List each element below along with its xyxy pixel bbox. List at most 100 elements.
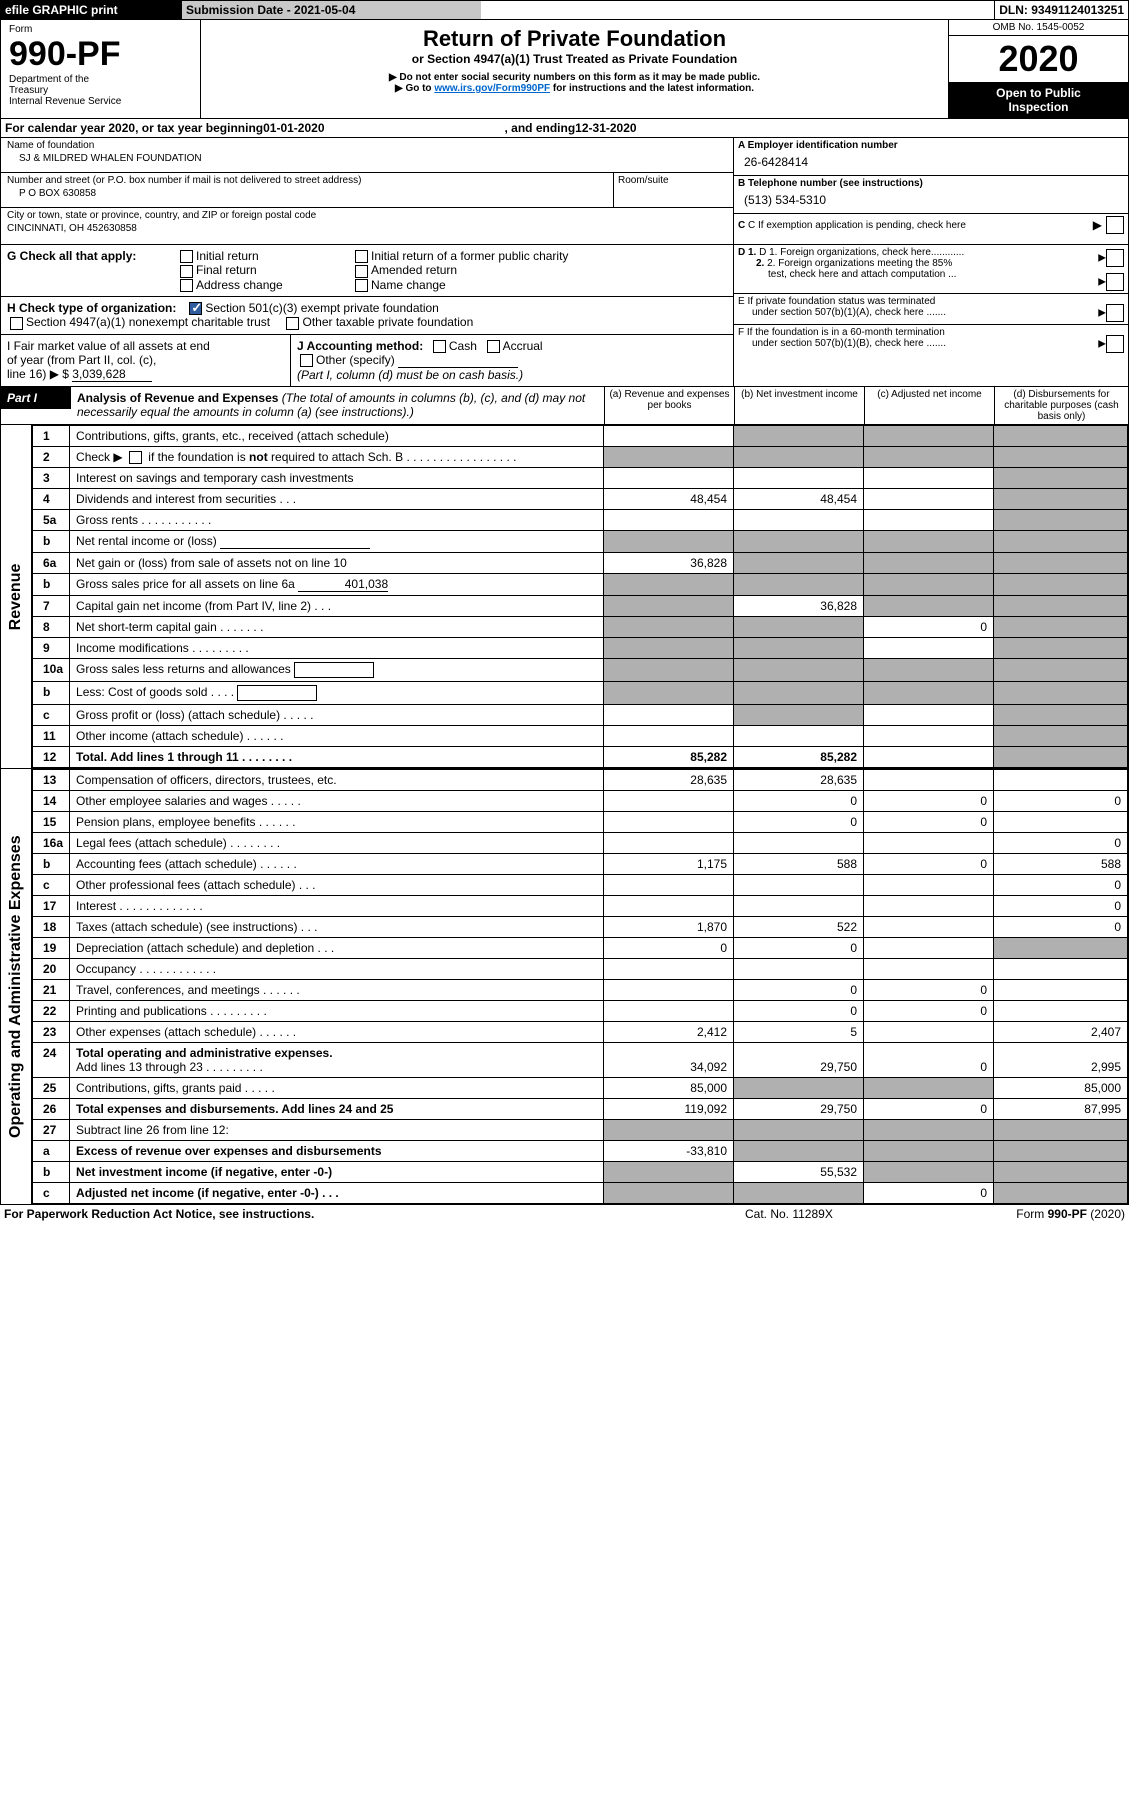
h-4947-check[interactable]: [10, 317, 23, 330]
ein: 26-6428414: [738, 151, 1124, 173]
g-initial-check[interactable]: [180, 250, 193, 263]
line-24: 24Total operating and administrative exp…: [33, 1043, 1128, 1078]
cal-begin: 01-01-2020: [263, 121, 324, 135]
part1-body: Revenue 1Contributions, gifts, grants, e…: [0, 425, 1129, 769]
line-7: 7Capital gain net income (from Part IV, …: [33, 596, 1128, 617]
submission-date: Submission Date - 2021-05-04: [181, 1, 481, 19]
part1-badge: Part I: [1, 387, 71, 409]
irs-link[interactable]: www.irs.gov/Form990PF: [434, 83, 550, 94]
oae-body: Operating and Administrative Expenses 13…: [0, 769, 1129, 1205]
footer-left: For Paperwork Reduction Act Notice, see …: [4, 1207, 745, 1221]
dept-3: Internal Revenue Service: [9, 96, 192, 107]
line-25: 25Contributions, gifts, grants paid . . …: [33, 1078, 1128, 1099]
j-o2: Accrual: [503, 339, 543, 353]
note2-post: for instructions and the latest informat…: [550, 83, 754, 94]
line-22: 22Printing and publications . . . . . . …: [33, 1001, 1128, 1022]
l2-check[interactable]: [129, 451, 142, 464]
line-17: 17Interest . . . . . . . . . . . . .0: [33, 896, 1128, 917]
form-number: 990-PF: [9, 35, 192, 74]
header-note-2: ▶ Go to www.irs.gov/Form990PF for instru…: [207, 83, 942, 94]
room-label: Room/suite: [613, 173, 733, 207]
foundation-name: SJ & MILDRED WHALEN FOUNDATION: [7, 151, 727, 170]
line-19: 19Depreciation (attach schedule) and dep…: [33, 938, 1128, 959]
line-13: 13Compensation of officers, directors, t…: [33, 770, 1128, 791]
j-other-check[interactable]: [300, 354, 313, 367]
phone: (513) 534-5310: [738, 189, 1124, 211]
line-16a: 16aLegal fees (attach schedule) . . . . …: [33, 833, 1128, 854]
j-cash-check[interactable]: [433, 340, 446, 353]
i-l2: of year (from Part II, col. (c),: [7, 353, 284, 367]
e2: under section 507(b)(1)(A), check here .…: [738, 307, 1094, 318]
g-amended-check[interactable]: [355, 265, 368, 278]
calendar-year-row: For calendar year 2020, or tax year begi…: [0, 119, 1129, 138]
ghij-block: G Check all that apply: Initial return F…: [0, 245, 1129, 387]
line-12: 12Total. Add lines 1 through 11 . . . . …: [33, 747, 1128, 768]
d2-check[interactable]: [1106, 273, 1124, 291]
d1: D 1. Foreign organizations, check here..…: [759, 247, 964, 258]
line-23: 23Other expenses (attach schedule) . . .…: [33, 1022, 1128, 1043]
footer-mid: Cat. No. 11289X: [745, 1207, 945, 1221]
col-b-header: (b) Net investment income: [734, 387, 864, 424]
fmv-value: 3,039,628: [72, 367, 152, 382]
col-d-header: (d) Disbursements for charitable purpose…: [994, 387, 1128, 424]
i-l1: I Fair market value of all assets at end: [7, 339, 284, 353]
col-a-header: (a) Revenue and expenses per books: [604, 387, 734, 424]
d1-check[interactable]: [1106, 249, 1124, 267]
b-label: B Telephone number (see instructions): [738, 178, 1124, 189]
g-o5: Amended return: [371, 263, 457, 277]
col-c-header: (c) Adjusted net income: [864, 387, 994, 424]
footer: For Paperwork Reduction Act Notice, see …: [0, 1205, 1129, 1223]
line-9: 9Income modifications . . . . . . . . .: [33, 638, 1128, 659]
h-label: H Check type of organization:: [7, 301, 176, 315]
top-bar: efile GRAPHIC print Submission Date - 20…: [0, 0, 1129, 20]
i-l3: line 16) ▶ $: [7, 367, 69, 381]
line-27c: cAdjusted net income (if negative, enter…: [33, 1183, 1128, 1204]
j-o3: Other (specify): [316, 353, 395, 367]
footer-right: Form 990-PF (2020): [945, 1207, 1125, 1221]
line-10c: cGross profit or (loss) (attach schedule…: [33, 705, 1128, 726]
h-501c3-check[interactable]: [189, 302, 202, 315]
g-final-check[interactable]: [180, 265, 193, 278]
e1: E If private foundation status was termi…: [738, 296, 1094, 307]
part1-header: Part I Analysis of Revenue and Expenses …: [0, 387, 1129, 425]
line-15: 15Pension plans, employee benefits . . .…: [33, 812, 1128, 833]
dept-2: Treasury: [9, 85, 192, 96]
e-check[interactable]: [1106, 304, 1124, 322]
line-16c: cOther professional fees (attach schedul…: [33, 875, 1128, 896]
d2b: test, check here and attach computation …: [738, 269, 1094, 280]
oae-vlabel: Operating and Administrative Expenses: [1, 769, 31, 1204]
h-o1: Section 501(c)(3) exempt private foundat…: [205, 301, 438, 315]
dln: DLN: 93491124013251: [994, 1, 1128, 19]
g-o4: Initial return of a former public charit…: [371, 249, 568, 263]
header-note-1: ▶ Do not enter social security numbers o…: [207, 72, 942, 83]
j-label: J Accounting method:: [297, 339, 423, 353]
h-o3: Other taxable private foundation: [302, 315, 473, 329]
form-title: Return of Private Foundation: [207, 26, 942, 52]
g-former-check[interactable]: [355, 250, 368, 263]
line-27b: bNet investment income (if negative, ent…: [33, 1162, 1128, 1183]
addr: P O BOX 630858: [7, 186, 607, 205]
c-checkbox[interactable]: [1106, 216, 1124, 234]
addr-label: Number and street (or P.O. box number if…: [7, 175, 607, 186]
f2: under section 507(b)(1)(B), check here .…: [738, 338, 1094, 349]
g-addr-check[interactable]: [180, 279, 193, 292]
line-6b: bGross sales price for all assets on lin…: [33, 574, 1128, 596]
dept-1: Department of the: [9, 74, 192, 85]
line-5a: 5aGross rents . . . . . . . . . . .: [33, 510, 1128, 531]
cal-pre: For calendar year 2020, or tax year begi…: [5, 121, 263, 135]
f1: F If the foundation is in a 60-month ter…: [738, 327, 1094, 338]
line-8: 8Net short-term capital gain . . . . . .…: [33, 617, 1128, 638]
h-other-check[interactable]: [286, 317, 299, 330]
d2a: 2. Foreign organizations meeting the 85%: [767, 258, 952, 269]
g-o3: Address change: [196, 278, 283, 292]
open-1: Open to Public: [949, 86, 1128, 100]
line-18: 18Taxes (attach schedule) (see instructi…: [33, 917, 1128, 938]
form-header: Form 990-PF Department of the Treasury I…: [0, 20, 1129, 119]
identity-block: Name of foundation SJ & MILDRED WHALEN F…: [0, 138, 1129, 245]
f-check[interactable]: [1106, 335, 1124, 353]
j-accrual-check[interactable]: [487, 340, 500, 353]
g-name-check[interactable]: [355, 279, 368, 292]
line-27a: aExcess of revenue over expenses and dis…: [33, 1141, 1128, 1162]
c-label: C If exemption application is pending, c…: [748, 220, 966, 231]
part1-title: Analysis of Revenue and Expenses: [77, 391, 278, 405]
